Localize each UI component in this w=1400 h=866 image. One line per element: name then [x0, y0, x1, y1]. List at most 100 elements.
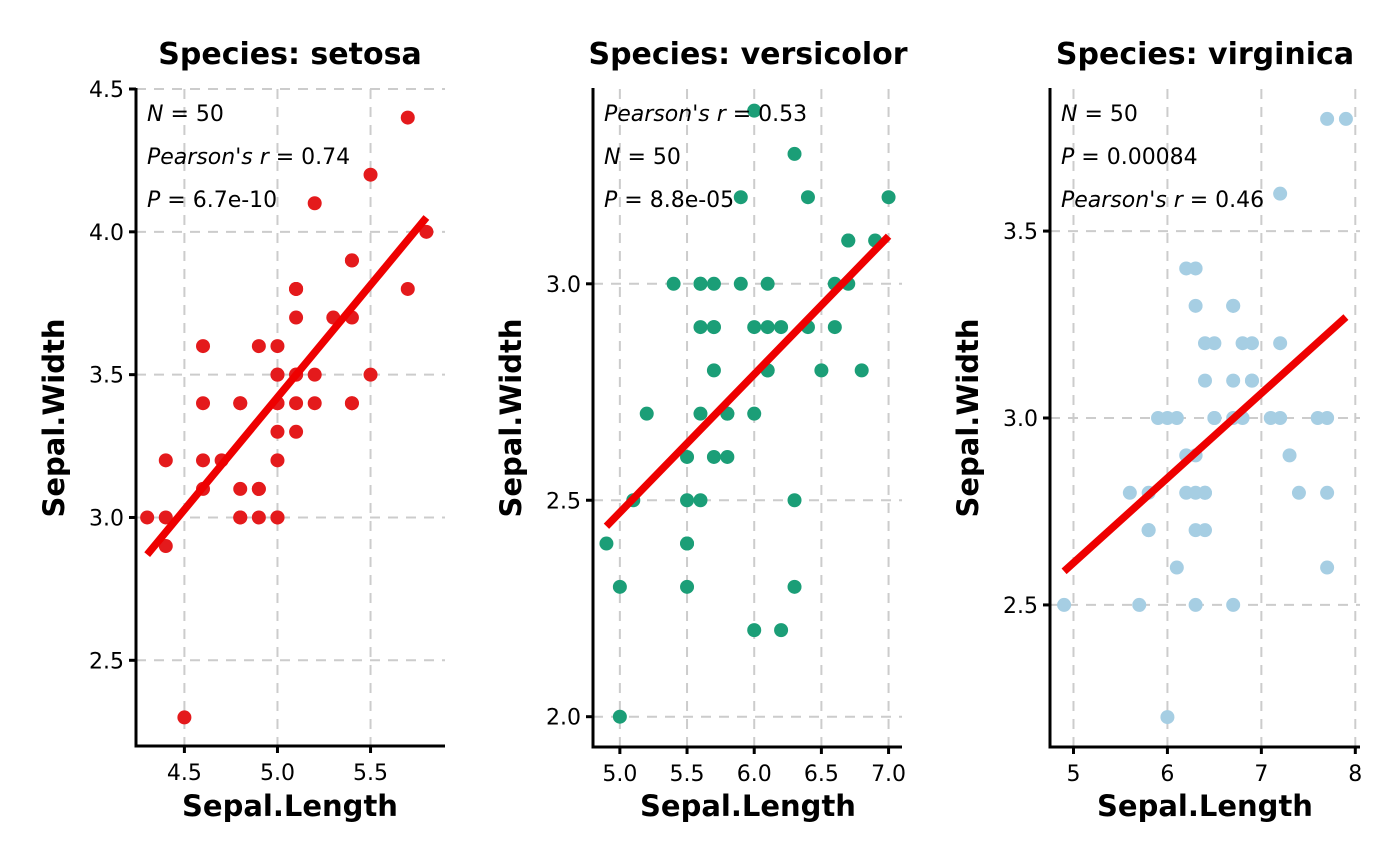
data-point [680, 536, 695, 551]
x-tick-label: 5.5 [353, 761, 388, 786]
regression-line [603, 233, 892, 529]
stat-annotation: N = 50 [604, 145, 681, 170]
regression-line [144, 215, 430, 558]
y-tick-label: 4.5 [89, 78, 124, 103]
data-point [733, 190, 748, 205]
data-point [1320, 560, 1335, 575]
data-point [814, 363, 829, 378]
panel-virginica: Species: virginica Sepal.Length Sepal.Wi… [951, 37, 1362, 823]
data-point [289, 424, 304, 439]
y-tick-label: 3.0 [89, 506, 124, 531]
data-point [233, 481, 248, 496]
x-axis-title: Sepal.Length [182, 789, 398, 823]
data-point [270, 424, 285, 439]
data-point [419, 224, 434, 239]
y-tick-label: 2.5 [89, 649, 124, 674]
y-axis-title: Sepal.Width [494, 318, 528, 517]
x-axis-title: Sepal.Length [1097, 789, 1313, 823]
y-tick-label: 3.5 [89, 364, 124, 389]
stat-annotation: Pearson's r = 0.53 [604, 102, 807, 127]
stat-annotation: N = 50 [147, 102, 224, 127]
data-point [270, 367, 285, 382]
data-point [787, 493, 802, 508]
data-point [1320, 111, 1335, 126]
data-point [344, 253, 359, 268]
data-point [706, 363, 721, 378]
data-point [1188, 597, 1203, 612]
stat-annotation: N = 50 [1061, 102, 1138, 127]
data-point [1141, 523, 1156, 538]
data-point [1122, 485, 1137, 500]
data-point [307, 196, 322, 211]
panel-setosa: Species: setosa Sepal.Length Sepal.Width… [37, 37, 445, 823]
data-point [720, 449, 735, 464]
y-tick-label: 3.0 [1003, 407, 1038, 432]
data-point [1198, 485, 1212, 500]
y-axis-title: Sepal.Width [37, 318, 71, 517]
y-tick-label: 4.0 [89, 221, 124, 246]
data-point [233, 396, 248, 411]
data-point [196, 453, 211, 468]
x-tick-label: 5.5 [670, 762, 705, 787]
data-point [1320, 485, 1335, 500]
data-point [1273, 336, 1288, 351]
data-point [693, 406, 708, 421]
x-tick-label: 5 [1066, 762, 1080, 787]
data-point [307, 396, 322, 411]
data-point [747, 320, 762, 335]
data-point [706, 276, 721, 291]
regression-line [1061, 314, 1349, 575]
data-point [800, 190, 815, 205]
data-point [251, 510, 266, 525]
x-tick-label: 8 [1348, 762, 1362, 787]
data-point [1188, 261, 1203, 276]
x-tick-label: 7 [1254, 762, 1268, 787]
data-point [706, 320, 721, 335]
data-point [733, 276, 748, 291]
data-point [270, 339, 285, 354]
data-point [612, 709, 627, 724]
data-point [774, 623, 789, 638]
x-tick-label: 5.0 [602, 762, 637, 787]
data-point [1160, 710, 1175, 725]
data-point [1244, 373, 1259, 388]
x-tick-label: 6 [1160, 762, 1174, 787]
data-point [289, 310, 304, 325]
data-point [1132, 597, 1147, 612]
data-point [158, 539, 173, 554]
panel-title: Species: setosa [158, 37, 421, 72]
data-point [680, 579, 695, 594]
data-point [680, 493, 695, 508]
data-point [760, 276, 775, 291]
data-point [1273, 411, 1288, 425]
x-tick-label: 6.0 [737, 762, 772, 787]
data-point [1282, 448, 1297, 463]
data-point [680, 449, 695, 464]
data-point [1244, 336, 1259, 351]
data-point [196, 396, 211, 411]
data-point [666, 276, 681, 291]
data-point [1226, 373, 1241, 388]
data-point [270, 510, 285, 525]
data-point [693, 493, 708, 508]
data-point [1226, 298, 1241, 313]
data-point [747, 623, 762, 638]
data-point [787, 146, 802, 161]
y-axis-title: Sepal.Width [951, 318, 985, 517]
data-point [1169, 411, 1184, 425]
data-point [612, 579, 627, 594]
data-point [639, 406, 654, 421]
data-point [251, 339, 266, 354]
y-tick-label: 2.0 [546, 706, 581, 731]
data-point [177, 710, 192, 725]
data-point [251, 481, 266, 496]
stat-annotation: Pearson's r = 0.46 [1061, 188, 1264, 213]
y-tick-label: 3.5 [1003, 220, 1038, 245]
x-tick-label: 7.0 [871, 762, 906, 787]
data-point [344, 396, 359, 411]
data-point [1198, 523, 1212, 538]
data-point [774, 320, 789, 335]
stat-annotation: Pearson's r = 0.74 [147, 145, 350, 170]
data-point [787, 579, 802, 594]
data-point [400, 110, 415, 125]
